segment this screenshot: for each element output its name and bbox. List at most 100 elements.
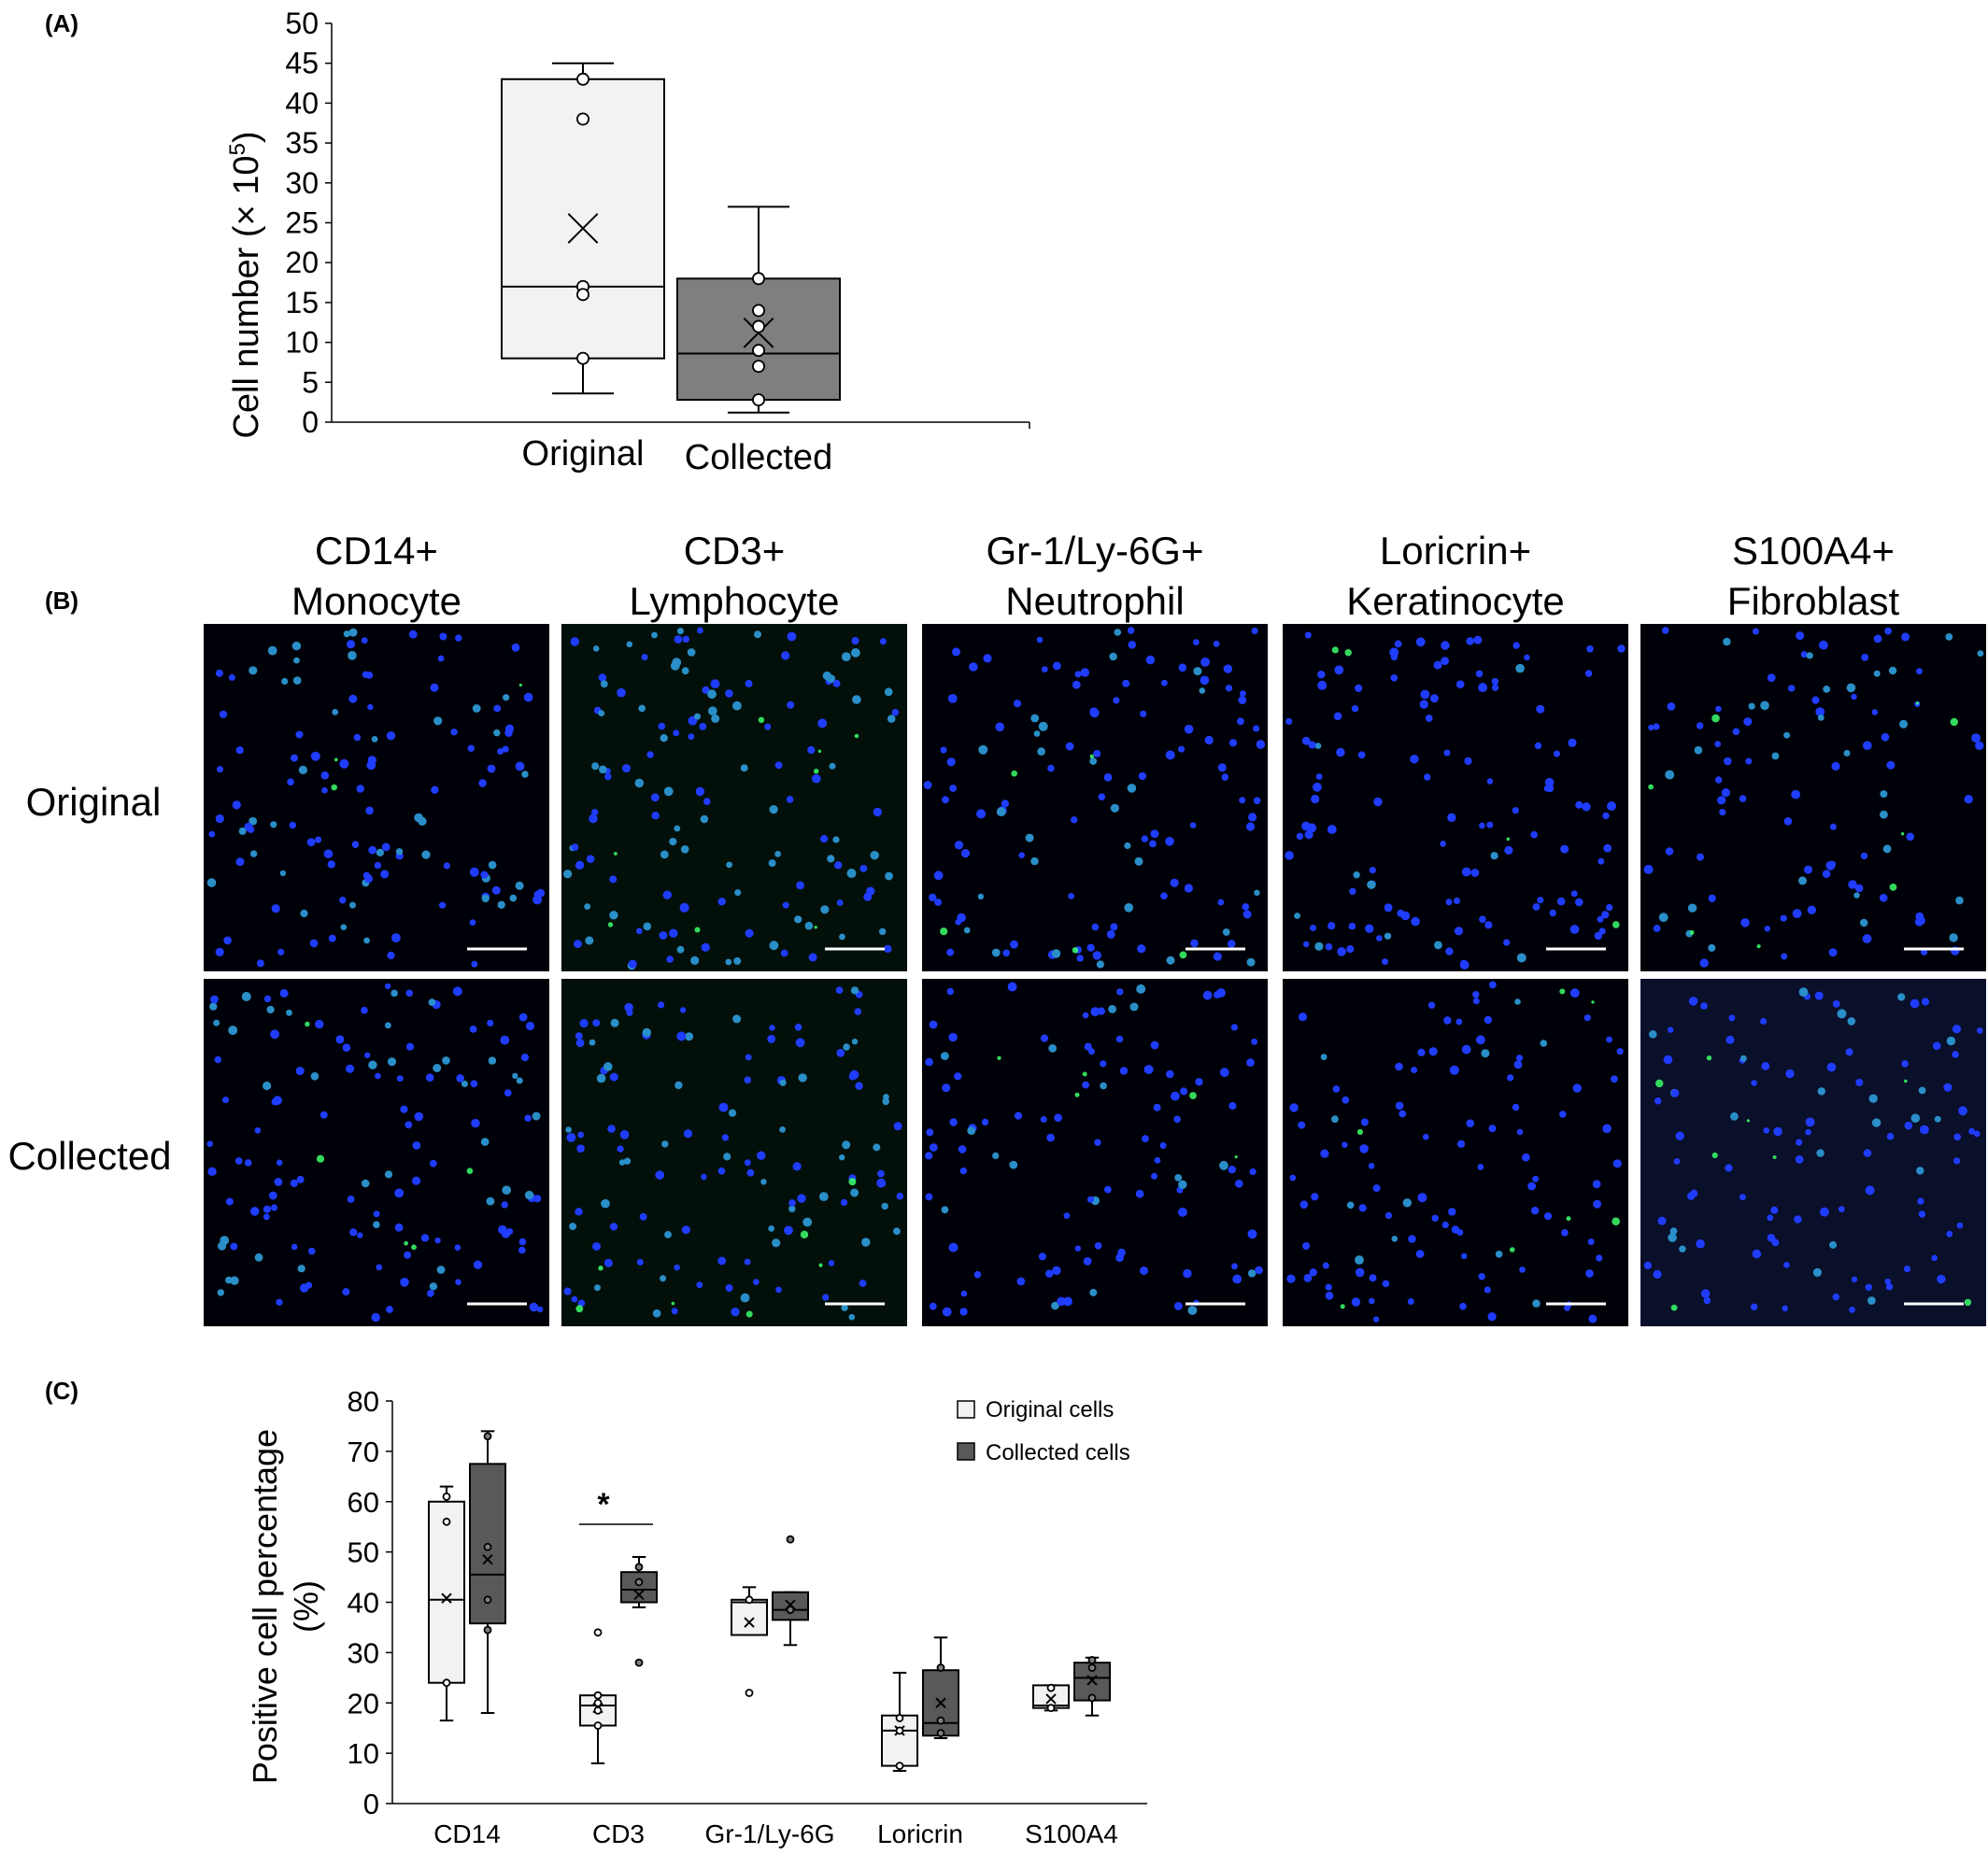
- nucleus-dot: [1479, 822, 1485, 829]
- nucleus-dot: [219, 710, 228, 718]
- nucleus-dot: [1829, 1240, 1838, 1249]
- nucleus-dot: [1871, 709, 1879, 715]
- nucleus-dot: [1903, 1266, 1911, 1273]
- panel-c-y-tick-label: 80: [348, 1385, 379, 1418]
- column-header-marker: CD3+: [684, 529, 786, 573]
- nucleus-dot: [674, 1081, 683, 1090]
- nucleus-dot: [807, 745, 816, 755]
- nucleus-dot: [1174, 1174, 1183, 1182]
- nucleus-dot: [1816, 1149, 1825, 1157]
- marker-signal-dot: [1612, 921, 1620, 928]
- nucleus-dot: [1289, 1103, 1299, 1112]
- nucleus-dot: [589, 1039, 596, 1046]
- nucleus-dot: [263, 1213, 270, 1221]
- nucleus-dot: [235, 857, 245, 867]
- nucleus-dot: [695, 786, 705, 797]
- nucleus-dot: [1653, 1269, 1662, 1279]
- nucleus-dot: [467, 744, 475, 752]
- nucleus-dot: [1063, 1212, 1071, 1219]
- nucleus-dot: [1901, 1060, 1909, 1068]
- nucleus-dot: [1572, 1083, 1582, 1093]
- nucleus-dot: [1202, 990, 1213, 1000]
- nucleus-dot: [983, 654, 992, 663]
- nucleus-dot: [297, 1265, 305, 1273]
- nucleus-dot: [1854, 884, 1864, 893]
- nucleus-dot: [1543, 785, 1551, 792]
- nucleus-dot: [1675, 1131, 1684, 1140]
- nucleus-dot: [206, 878, 217, 887]
- nucleus-dot: [1440, 841, 1446, 847]
- micrograph-background: [561, 979, 907, 1326]
- nucleus-dot: [455, 634, 462, 642]
- panel-a-box-original-data-point-3: [576, 288, 589, 302]
- marker-signal-dot: [694, 927, 701, 933]
- nucleus-dot: [442, 1056, 450, 1065]
- nucleus-dot: [1796, 1139, 1803, 1146]
- nucleus-dot: [1367, 880, 1376, 889]
- panel-c-box-collected-data-point-0: [1087, 1656, 1097, 1664]
- panel-c-box-original-mean-marker: [744, 1617, 755, 1628]
- nucleus-dot: [1227, 940, 1236, 948]
- nucleus-dot: [247, 826, 255, 833]
- nucleus-dot: [1751, 1080, 1757, 1086]
- nucleus-dot: [661, 1140, 669, 1148]
- nucleus-dot: [576, 1144, 585, 1153]
- nucleus-dot: [1861, 654, 1869, 661]
- nucleus-dot: [843, 1043, 850, 1051]
- nucleus-dot: [1110, 803, 1119, 813]
- nucleus-dot: [491, 885, 501, 895]
- nucleus-dot: [1653, 925, 1661, 932]
- nucleus-dot: [1161, 679, 1168, 686]
- nucleus-dot: [488, 1056, 497, 1065]
- nucleus-dot: [287, 778, 294, 785]
- marker-signal-dot: [1904, 1079, 1908, 1083]
- marker-signal-dot: [404, 1240, 408, 1246]
- nucleus-dot: [1491, 677, 1499, 686]
- nucleus-dot: [376, 1264, 383, 1271]
- nucleus-dot: [1910, 1113, 1921, 1123]
- nucleus-dot: [977, 893, 985, 900]
- panel-a-y-axis-label-superscript: 5: [225, 143, 250, 155]
- nucleus-dot: [1669, 1227, 1678, 1236]
- nucleus-dot: [1794, 1215, 1802, 1224]
- nucleus-dot: [1513, 1060, 1523, 1069]
- nucleus-dot: [1411, 1067, 1418, 1073]
- nucleus-dot: [1303, 1274, 1313, 1282]
- nucleus-dot: [1419, 700, 1429, 709]
- nucleus-dot: [214, 1055, 221, 1064]
- nucleus-dot: [1522, 1153, 1530, 1162]
- nucleus-dot: [1937, 1274, 1946, 1284]
- nucleus-dot: [1382, 1280, 1390, 1288]
- marker-signal-dot: [814, 926, 817, 929]
- nucleus-dot: [1184, 724, 1194, 734]
- nucleus-dot: [859, 865, 868, 872]
- nucleus-dot: [941, 1206, 949, 1214]
- panel-c-box-original-box: [881, 1714, 918, 1767]
- nucleus-dot: [509, 894, 518, 902]
- nucleus-dot: [1792, 909, 1802, 918]
- panel-c-box-original-box: [428, 1500, 465, 1684]
- nucleus-dot: [946, 948, 955, 956]
- nucleus-dot: [733, 956, 742, 965]
- nucleus-dot: [788, 1205, 796, 1212]
- nucleus-dot: [1764, 926, 1770, 932]
- nucleus-dot: [1662, 627, 1669, 634]
- nucleus-dot: [618, 1159, 626, 1166]
- nucleus-dot: [364, 1052, 371, 1059]
- nucleus-dot: [753, 1279, 760, 1285]
- nucleus-dot: [929, 1143, 938, 1152]
- nucleus-dot: [348, 651, 357, 660]
- nucleus-dot: [1956, 1222, 1964, 1229]
- nucleus-dot: [732, 1014, 742, 1024]
- marker-signal-dot: [848, 1178, 857, 1186]
- marker-signal-dot: [575, 1305, 584, 1313]
- panel-a-category-label: Original: [522, 434, 645, 474]
- nucleus-dot: [420, 1234, 430, 1242]
- nucleus-dot: [1881, 732, 1890, 742]
- nucleus-dot: [1084, 1042, 1092, 1051]
- nucleus-dot: [289, 821, 296, 829]
- nucleus-dot: [1351, 705, 1359, 713]
- marker-signal-dot: [1711, 1152, 1718, 1159]
- nucleus-dot: [1018, 852, 1025, 858]
- nucleus-dot: [929, 1302, 937, 1310]
